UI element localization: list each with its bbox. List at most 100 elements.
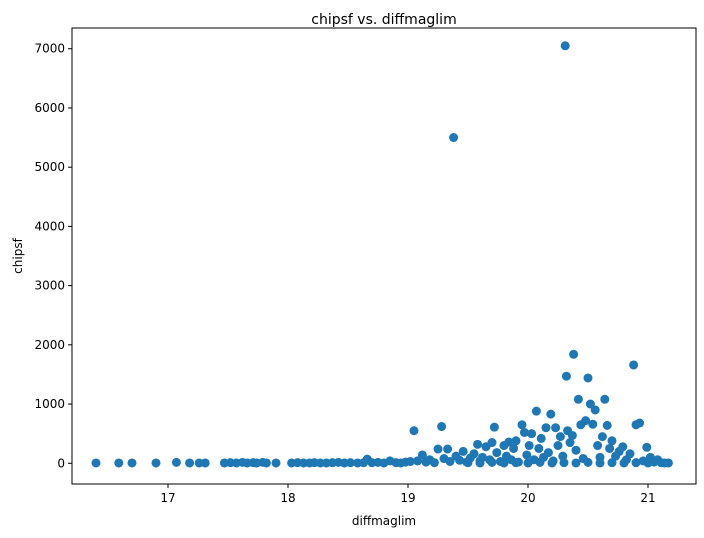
- data-point: [114, 458, 124, 468]
- x-tick-label: 18: [280, 491, 295, 505]
- plot-frame: [71, 27, 697, 485]
- y-tick-label: 4000: [34, 219, 65, 233]
- data-point: [519, 427, 529, 437]
- data-point: [487, 438, 497, 448]
- data-point: [469, 449, 479, 459]
- y-tick-label: 3000: [34, 279, 65, 293]
- data-point: [492, 448, 502, 458]
- data-point: [595, 458, 605, 468]
- data-point: [475, 458, 485, 468]
- data-point: [458, 446, 468, 456]
- data-point: [631, 458, 641, 468]
- data-point: [543, 448, 553, 458]
- data-point: [547, 458, 557, 468]
- data-point: [523, 458, 533, 468]
- data-point: [443, 444, 453, 454]
- x-tick-label: 21: [640, 491, 655, 505]
- data-point: [171, 457, 181, 467]
- data-point: [618, 442, 628, 452]
- data-point: [602, 420, 612, 430]
- data-point: [511, 436, 521, 446]
- data-point: [536, 433, 546, 443]
- data-point: [271, 458, 281, 468]
- y-tick-label: 6000: [34, 101, 65, 115]
- y-tick-label: 5000: [34, 160, 65, 174]
- data-point: [409, 426, 419, 436]
- data-point: [531, 406, 541, 416]
- data-point: [91, 458, 101, 468]
- data-point: [590, 405, 600, 415]
- data-point: [553, 441, 563, 451]
- data-point: [449, 133, 459, 143]
- points-layer: [91, 41, 673, 468]
- data-point: [455, 455, 465, 465]
- data-point: [600, 394, 610, 404]
- data-point: [581, 416, 591, 426]
- data-point: [607, 436, 617, 446]
- data-point: [511, 458, 521, 468]
- data-point: [663, 458, 673, 468]
- data-point: [127, 458, 137, 468]
- data-point: [522, 450, 532, 460]
- data-point: [607, 458, 617, 468]
- data-point: [445, 457, 455, 466]
- data-point: [625, 449, 635, 459]
- x-axis-label: diffmaglim: [352, 514, 416, 528]
- data-point: [463, 458, 473, 468]
- data-point: [499, 458, 509, 468]
- data-point: [535, 457, 545, 467]
- data-point: [546, 409, 556, 419]
- data-point: [151, 458, 161, 468]
- y-axis: 0 1000 2000 3000 4000 5000 6000 7000: [34, 42, 72, 470]
- data-point: [261, 458, 271, 468]
- data-point: [489, 422, 499, 432]
- data-point: [534, 443, 544, 453]
- data-point: [405, 457, 415, 466]
- x-tick-label: 20: [520, 491, 535, 505]
- data-point: [504, 437, 514, 447]
- data-point: [185, 458, 195, 468]
- data-point: [560, 41, 570, 51]
- data-point: [417, 450, 427, 460]
- data-point: [571, 458, 581, 468]
- data-point: [524, 441, 534, 451]
- x-tick-label: 19: [400, 491, 415, 505]
- x-axis: 17 18 19 20 21: [160, 484, 656, 505]
- data-point: [597, 432, 607, 442]
- data-point: [629, 360, 639, 370]
- chart-title: chipsf vs. diffmaglim: [311, 12, 456, 28]
- y-tick-label: 0: [57, 456, 65, 470]
- y-axis-label: chipsf: [11, 237, 25, 273]
- data-point: [569, 349, 579, 359]
- data-point: [605, 443, 615, 453]
- data-point: [517, 420, 527, 430]
- data-point: [571, 445, 581, 455]
- data-point: [642, 442, 652, 452]
- data-point: [573, 394, 583, 404]
- data-point: [593, 441, 603, 451]
- data-point: [200, 458, 210, 468]
- data-point: [559, 458, 569, 468]
- data-point: [437, 422, 447, 432]
- data-point: [643, 458, 653, 468]
- data-point: [567, 430, 577, 440]
- data-point: [588, 419, 598, 429]
- data-point: [635, 418, 645, 428]
- y-tick-label: 7000: [34, 42, 65, 56]
- data-point: [487, 457, 497, 467]
- data-point: [429, 458, 439, 468]
- data-point: [555, 432, 565, 442]
- x-tick-label: 17: [160, 491, 175, 505]
- data-point: [583, 457, 593, 467]
- data-point: [433, 444, 443, 454]
- data-point: [527, 429, 537, 439]
- data-point: [583, 373, 593, 383]
- data-point: [561, 371, 571, 381]
- data-point: [619, 458, 629, 468]
- data-point: [473, 439, 483, 449]
- data-point: [509, 443, 519, 453]
- data-point: [565, 438, 575, 448]
- data-point: [541, 423, 551, 433]
- y-tick-label: 1000: [34, 397, 65, 411]
